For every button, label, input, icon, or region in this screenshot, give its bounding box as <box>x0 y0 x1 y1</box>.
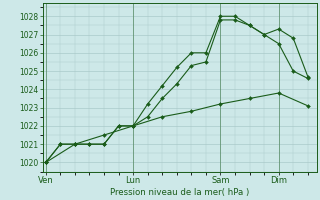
X-axis label: Pression niveau de la mer( hPa ): Pression niveau de la mer( hPa ) <box>110 188 249 197</box>
